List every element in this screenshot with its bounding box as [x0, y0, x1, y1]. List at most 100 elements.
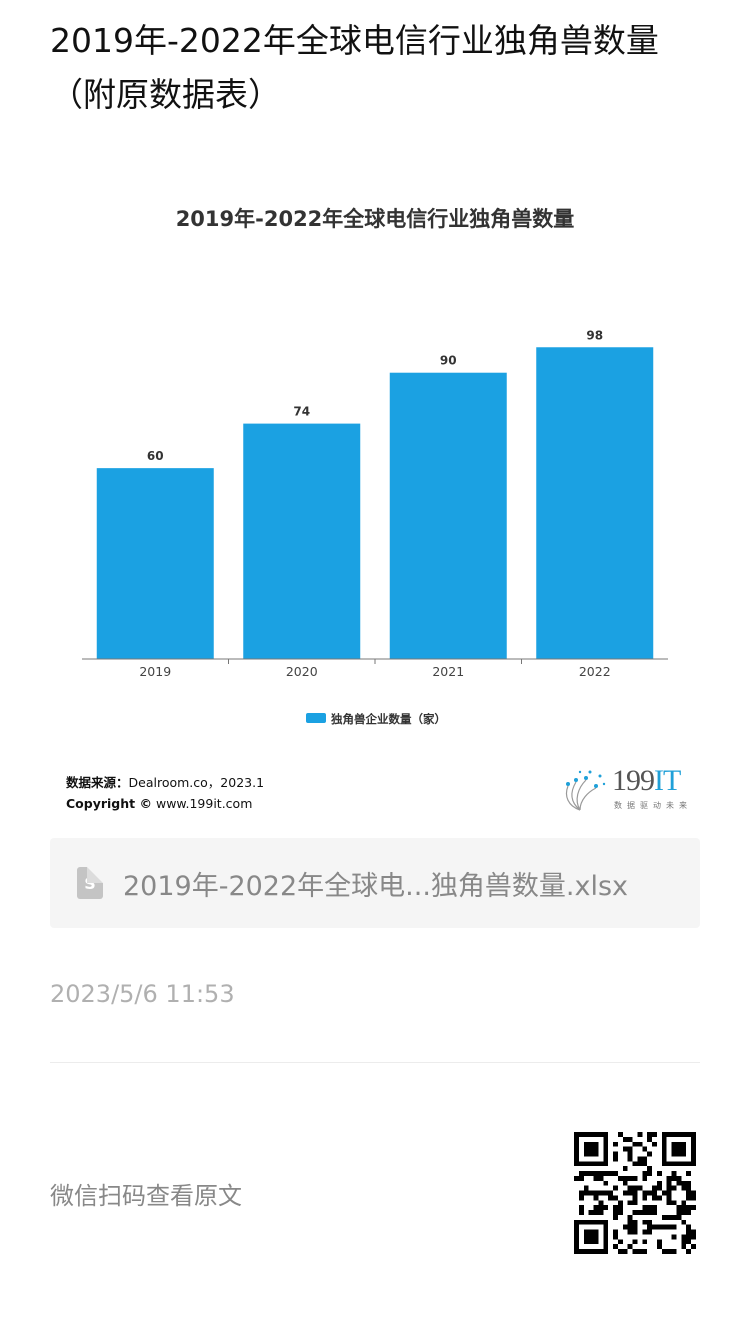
- qr-module: [613, 1151, 618, 1157]
- qr-module: [632, 1195, 638, 1201]
- qr-module: [647, 1171, 653, 1176]
- chart-image: 2019年-2022年全球电信行业独角兽数量 60 74 90 98 2019 2020…: [50, 180, 700, 830]
- qr-module: [598, 1175, 604, 1181]
- qr-module: [578, 1171, 584, 1176]
- qr-module: [632, 1224, 638, 1230]
- source-label: 数据来源：: [66, 775, 129, 790]
- qr-module: [617, 1132, 623, 1137]
- publish-timestamp: 2023/5/6 11:53: [50, 980, 235, 1008]
- qr-module: [613, 1214, 618, 1220]
- qr-module: [598, 1210, 604, 1215]
- qr-module: [632, 1190, 638, 1196]
- qr-module: [661, 1249, 667, 1254]
- qr-finder: [671, 1141, 687, 1157]
- qr-module: [583, 1185, 589, 1191]
- qr-finder: [603, 1219, 609, 1254]
- qr-module: [613, 1229, 618, 1235]
- qr-module: [593, 1175, 599, 1181]
- logo-it: IT: [654, 764, 681, 797]
- qr-module: [647, 1229, 653, 1235]
- qr-finder: [603, 1132, 609, 1167]
- x-tick-label-2022: 2022: [579, 664, 611, 679]
- qr-module: [652, 1185, 657, 1191]
- qr-module: [686, 1249, 692, 1254]
- qr-module: [593, 1190, 599, 1196]
- qr-module: [627, 1190, 633, 1196]
- qr-module: [671, 1214, 677, 1220]
- qr-module: [622, 1249, 628, 1254]
- qr-module: [686, 1171, 692, 1176]
- qr-module: [652, 1205, 657, 1211]
- copyright-text: www.199it.com: [155, 796, 253, 811]
- x-tick-label-2021: 2021: [432, 664, 464, 679]
- qr-module: [622, 1180, 628, 1186]
- qr-module: [627, 1136, 633, 1142]
- qr-module: [681, 1180, 687, 1186]
- qr-module: [676, 1214, 682, 1220]
- qr-module: [661, 1214, 667, 1220]
- qr-module: [632, 1175, 638, 1181]
- scan-prompt: 微信扫码查看原文: [50, 1182, 242, 1210]
- qr-module: [617, 1175, 623, 1181]
- dandelion-logo-icon: [565, 770, 606, 811]
- qr-module: [676, 1205, 682, 1211]
- qr-module: [637, 1185, 643, 1191]
- qr-module: [681, 1234, 687, 1240]
- qr-finder: [661, 1132, 696, 1137]
- 199it-logo: 199IT 数据驱动未来: [560, 764, 700, 816]
- qr-module: [681, 1185, 687, 1191]
- qr-module: [627, 1146, 633, 1152]
- qr-module: [578, 1205, 584, 1211]
- qr-code[interactable]: [574, 1132, 696, 1254]
- qr-module: [647, 1210, 653, 1215]
- qr-module: [671, 1224, 677, 1230]
- bar-2020: [243, 423, 361, 659]
- qr-module: [588, 1171, 594, 1176]
- qr-finder: [661, 1132, 667, 1167]
- qr-module: [608, 1171, 614, 1176]
- chart-title: 2019年-2022年全球电信行业独角兽数量: [176, 207, 575, 231]
- qr-module: [642, 1175, 648, 1181]
- qr-module: [617, 1200, 623, 1206]
- qr-finder: [583, 1229, 599, 1245]
- qr-module: [632, 1210, 638, 1215]
- qr-module: [603, 1180, 609, 1186]
- qr-module: [656, 1195, 662, 1201]
- bar-2021: [389, 372, 507, 659]
- qr-module: [666, 1195, 672, 1201]
- qr-module: [666, 1180, 672, 1186]
- qr-module: [578, 1175, 584, 1181]
- qr-module: [686, 1180, 692, 1186]
- qr-module: [656, 1180, 662, 1186]
- qr-module: [637, 1161, 643, 1167]
- qr-module: [676, 1210, 682, 1215]
- qr-module: [671, 1175, 677, 1181]
- qr-module: [593, 1195, 599, 1201]
- qr-module: [691, 1190, 696, 1196]
- qr-finder: [574, 1161, 609, 1167]
- qr-module: [666, 1249, 672, 1254]
- qr-module: [593, 1210, 599, 1215]
- bar-2019: [96, 468, 214, 659]
- qr-module: [671, 1249, 677, 1254]
- qr-module: [608, 1195, 614, 1201]
- qr-module: [613, 1205, 618, 1211]
- qr-module: [642, 1239, 648, 1245]
- divider: [50, 1062, 700, 1063]
- qr-module: [632, 1219, 638, 1225]
- qr-module: [627, 1224, 633, 1230]
- file-name[interactable]: 2019年-2022年全球电...独角兽数量.xlsx: [123, 870, 629, 902]
- qr-module: [661, 1224, 667, 1230]
- qr-module: [588, 1190, 594, 1196]
- qr-module: [647, 1136, 653, 1142]
- qr-module: [647, 1132, 653, 1137]
- qr-module: [686, 1185, 692, 1191]
- qr-module: [627, 1229, 633, 1235]
- qr-module: [647, 1205, 653, 1211]
- qr-module: [598, 1190, 604, 1196]
- qr-module: [617, 1205, 623, 1211]
- qr-module: [652, 1195, 657, 1201]
- attachment-file-card[interactable]: S 2019年-2022年全球电...独角兽数量.xlsx: [50, 838, 700, 928]
- qr-module: [652, 1132, 657, 1137]
- source-text: Dealroom.co，2023.1: [128, 775, 265, 790]
